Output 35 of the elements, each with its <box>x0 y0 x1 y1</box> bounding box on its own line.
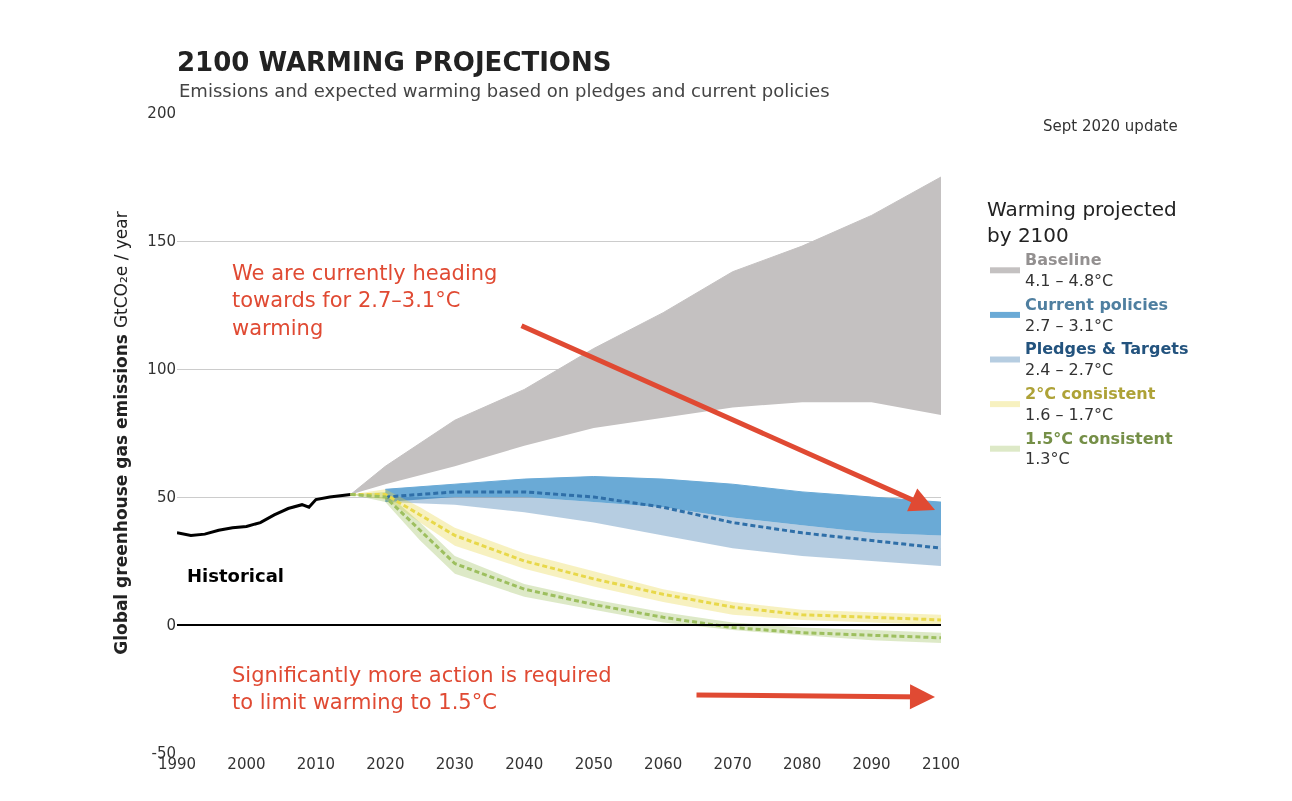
text: 1.6 – 1.7°C <box>1025 404 1114 424</box>
text: Sept 2020 update <box>1043 117 1178 135</box>
x-tick-label: 2070 <box>713 755 752 773</box>
x-tick-label: 2030 <box>435 755 474 773</box>
legend-label: Current policies <box>1025 294 1169 314</box>
legend-label: 2°C consistent <box>1025 383 1156 403</box>
annotation: We are currently heading towards for 2.7–3.1°C warming <box>232 261 498 340</box>
x-tick-label: 2060 <box>644 755 683 773</box>
chart-subtitle: Emissions and expected warming based on pledges and current policies <box>179 80 830 101</box>
x-tick-label: 2080 <box>783 755 822 773</box>
x-tick-label: 2020 <box>366 755 405 773</box>
y-tick-label: 150 <box>147 232 176 251</box>
line-series <box>177 492 353 537</box>
y-tick-label: 0 <box>166 616 176 635</box>
y-tick-label: 50 <box>156 488 176 507</box>
x-tick-label: 2040 <box>505 755 544 773</box>
text: 2.4 – 2.7°C <box>1025 360 1114 380</box>
text: 1.3°C <box>1025 449 1070 469</box>
x-tick-label: 2090 <box>852 755 891 773</box>
y-tick-label: 200 <box>147 104 176 123</box>
legend-label: 1.5°C consistent <box>1025 428 1173 448</box>
text: 4.1 – 4.8°C <box>1025 270 1114 290</box>
series-label: Historical <box>187 565 284 586</box>
legend-label: Baseline <box>1025 250 1102 270</box>
legend-label: Pledges & Targets <box>1025 339 1189 359</box>
annotation: Significantly more action is required to limit warming to 1.5°C <box>232 663 612 715</box>
x-tick-label: 2000 <box>227 755 266 773</box>
x-tick-label: 2100 <box>921 755 961 773</box>
x-tick-label: 2010 <box>296 755 335 773</box>
x-tick-label: 2050 <box>574 755 613 773</box>
y-tick-label: 100 <box>147 360 176 379</box>
chart-title: 2100 WARMING PROJECTIONS <box>177 47 612 78</box>
text: 2.7 – 3.1°C <box>1025 315 1114 335</box>
y-axis-title: Global greenhouse gas emissions GtCO₂e / year <box>110 211 131 655</box>
legend-title: Warming projected by 2100 <box>987 197 1177 247</box>
